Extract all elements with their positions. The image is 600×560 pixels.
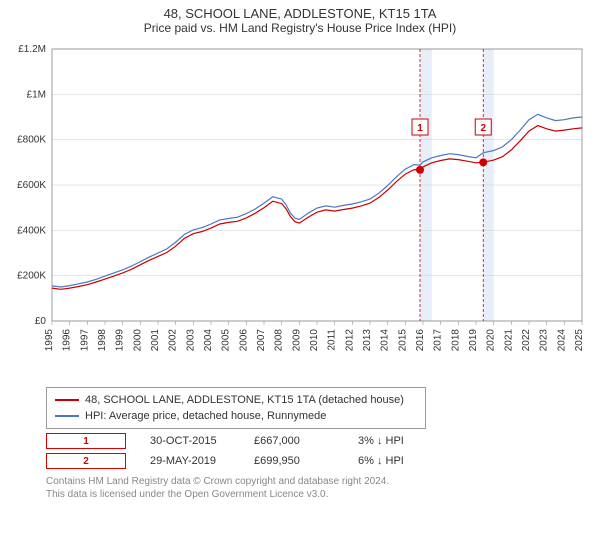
svg-text:2025: 2025 (574, 329, 585, 352)
sale-price: £699,950 (254, 455, 334, 467)
svg-text:2014: 2014 (380, 329, 391, 352)
svg-text:2006: 2006 (238, 329, 249, 352)
svg-text:2020: 2020 (486, 329, 497, 352)
svg-text:£0: £0 (35, 316, 47, 327)
svg-text:2001: 2001 (150, 329, 161, 352)
svg-text:2005: 2005 (221, 329, 232, 352)
sale-date: 30-OCT-2015 (150, 435, 230, 447)
marker-badge: 2 (46, 453, 126, 469)
svg-text:2007: 2007 (256, 329, 267, 352)
svg-text:1: 1 (417, 123, 423, 134)
svg-text:2019: 2019 (468, 329, 479, 352)
svg-text:2009: 2009 (291, 329, 302, 352)
svg-text:£600K: £600K (17, 180, 46, 191)
legend-item: 48, SCHOOL LANE, ADDLESTONE, KT15 1TA (d… (55, 392, 417, 408)
footnote: Contains HM Land Registry data © Crown c… (46, 475, 590, 501)
svg-text:2008: 2008 (274, 329, 285, 352)
svg-text:2017: 2017 (433, 329, 444, 352)
svg-text:2016: 2016 (415, 329, 426, 352)
svg-text:£400K: £400K (17, 225, 46, 236)
marker-badge: 1 (46, 433, 126, 449)
svg-text:1996: 1996 (62, 329, 73, 352)
svg-text:2024: 2024 (556, 329, 567, 352)
chart-subtitle: Price paid vs. HM Land Registry's House … (10, 21, 590, 35)
svg-text:2002: 2002 (168, 329, 179, 352)
sale-date: 29-MAY-2019 (150, 455, 230, 467)
chart-title: 48, SCHOOL LANE, ADDLESTONE, KT15 1TA (10, 6, 590, 21)
legend-swatch (55, 399, 79, 401)
svg-text:£800K: £800K (17, 135, 46, 146)
svg-text:2000: 2000 (132, 329, 143, 352)
svg-text:1995: 1995 (44, 329, 55, 352)
legend-label: HPI: Average price, detached house, Runn… (85, 408, 326, 424)
svg-text:£200K: £200K (17, 271, 46, 282)
svg-text:1997: 1997 (79, 329, 90, 352)
legend-label: 48, SCHOOL LANE, ADDLESTONE, KT15 1TA (d… (85, 392, 404, 408)
svg-text:2004: 2004 (203, 329, 214, 352)
sale-row: 2 29-MAY-2019 £699,950 6% ↓ HPI (46, 453, 590, 469)
svg-text:2021: 2021 (503, 329, 514, 352)
svg-text:£1.2M: £1.2M (18, 44, 46, 55)
svg-text:1998: 1998 (97, 329, 108, 352)
sale-delta: 3% ↓ HPI (358, 435, 438, 447)
svg-text:1999: 1999 (115, 329, 126, 352)
svg-text:2022: 2022 (521, 329, 532, 352)
sale-row: 1 30-OCT-2015 £667,000 3% ↓ HPI (46, 433, 590, 449)
chart-area: £0 £200K £400K £600K £800K £1M £1.2M 1995 1996 19… (10, 41, 590, 381)
footnote-line: Contains HM Land Registry data © Crown c… (46, 475, 590, 488)
svg-text:2010: 2010 (309, 329, 320, 352)
legend-swatch (55, 415, 79, 417)
legend-item: HPI: Average price, detached house, Runn… (55, 408, 417, 424)
svg-text:2003: 2003 (185, 329, 196, 352)
sale-price: £667,000 (254, 435, 334, 447)
svg-text:2: 2 (480, 123, 486, 134)
svg-text:2023: 2023 (539, 329, 550, 352)
svg-text:2018: 2018 (450, 329, 461, 352)
sale-delta: 6% ↓ HPI (358, 455, 438, 467)
svg-text:£1M: £1M (27, 89, 46, 100)
svg-text:2011: 2011 (327, 329, 338, 351)
legend: 48, SCHOOL LANE, ADDLESTONE, KT15 1TA (d… (46, 387, 426, 429)
svg-text:2012: 2012 (344, 329, 355, 352)
svg-text:2015: 2015 (397, 329, 408, 352)
footnote-line: This data is licensed under the Open Gov… (46, 488, 590, 501)
svg-text:2013: 2013 (362, 329, 373, 352)
